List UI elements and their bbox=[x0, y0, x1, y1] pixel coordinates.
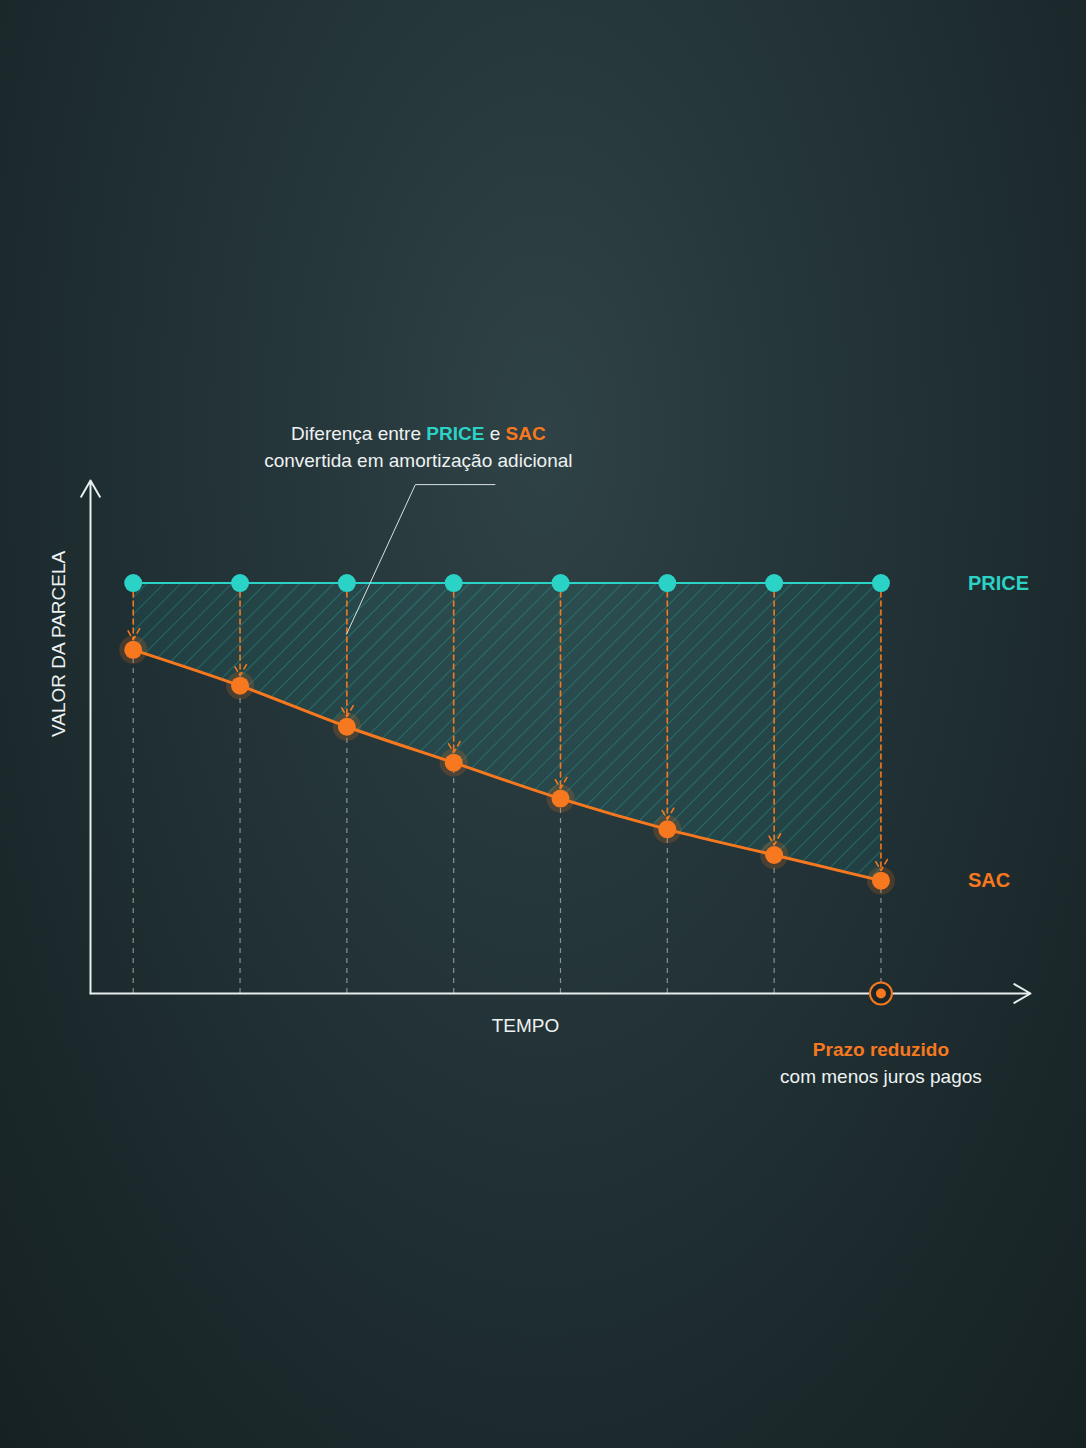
svg-text:SAC: SAC bbox=[968, 869, 1010, 891]
svg-text:com menos juros pagos: com menos juros pagos bbox=[780, 1066, 982, 1087]
svg-text:PRICE: PRICE bbox=[968, 572, 1029, 594]
svg-text:convertida em amortização adic: convertida em amortização adicional bbox=[264, 450, 572, 471]
svg-text:TEMPO: TEMPO bbox=[492, 1015, 560, 1036]
svg-text:VALOR DA PARCELA: VALOR DA PARCELA bbox=[48, 550, 69, 737]
svg-text:Diferença entre PRICE e SAC: Diferença entre PRICE e SAC bbox=[291, 423, 546, 444]
svg-text:Prazo reduzido: Prazo reduzido bbox=[813, 1039, 949, 1060]
